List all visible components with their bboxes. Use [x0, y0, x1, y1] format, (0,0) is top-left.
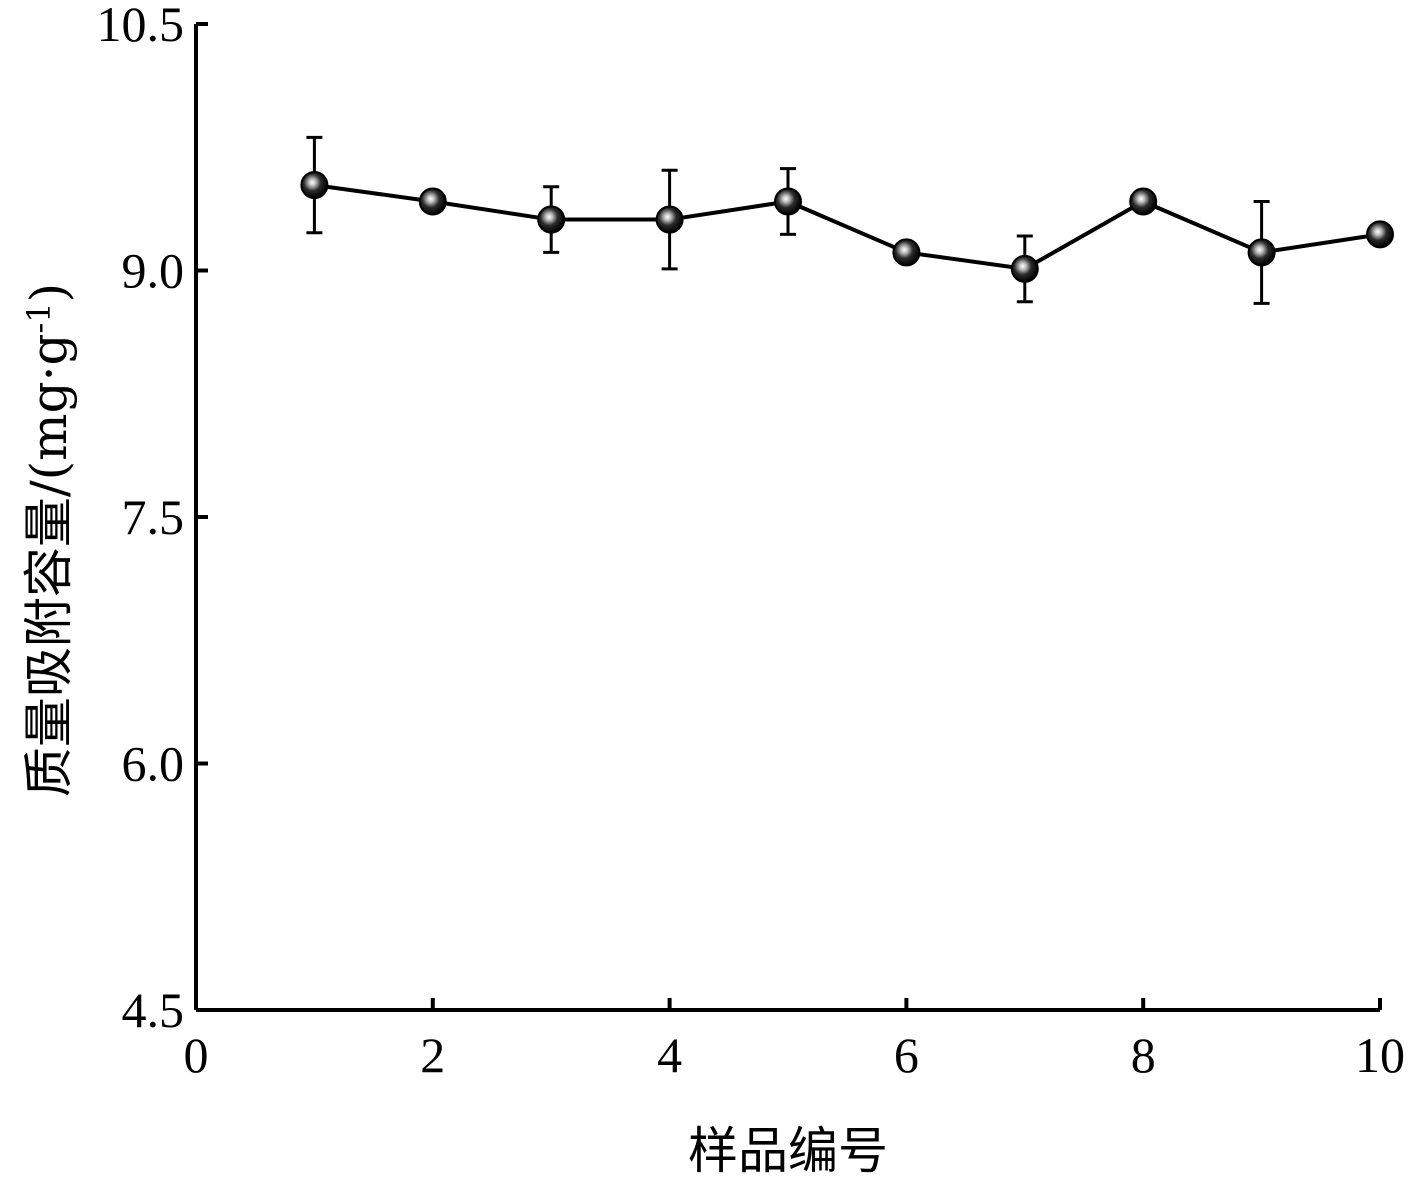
y-axis-title-main: 质量吸附容量/(mg·g	[20, 334, 78, 798]
y-tick-label: 9.0	[122, 243, 185, 299]
data-point	[655, 205, 684, 234]
y-tick-label: 4.5	[122, 982, 185, 1038]
plot-area: 4.5 6.0 7.5 9.0 10.5 0 2 4 6 8 10 样品编号 质量吸附容量/(mg·g-…	[20, 0, 1405, 1180]
data-point	[774, 187, 802, 216]
x-tick-label: 10	[1355, 1027, 1405, 1083]
data-point	[892, 238, 921, 267]
y-axis-title-superscript: -1	[20, 302, 58, 333]
data-point	[1366, 220, 1394, 249]
x-tick-label: 4	[657, 1027, 682, 1083]
data-point	[300, 171, 329, 200]
data-point	[1010, 254, 1039, 283]
y-tick-label: 7.5	[122, 489, 185, 545]
x-tick-label: 2	[420, 1027, 445, 1083]
x-tick-label: 6	[894, 1027, 919, 1083]
data-point	[1129, 187, 1158, 216]
x-tick-label: 0	[184, 1027, 209, 1083]
x-tick-label: 8	[1131, 1027, 1156, 1083]
y-axis-title: 质量吸附容量/(mg·g-1)	[20, 283, 78, 797]
data-point	[1247, 238, 1276, 267]
data-point	[418, 187, 447, 216]
data-point	[537, 205, 566, 234]
x-axis-title: 样品编号	[688, 1122, 888, 1180]
y-tick-label: 6.0	[122, 736, 185, 792]
y-axis-title-close: )	[20, 283, 78, 303]
y-tick-label: 10.5	[97, 0, 185, 52]
series-line	[314, 183, 1381, 271]
